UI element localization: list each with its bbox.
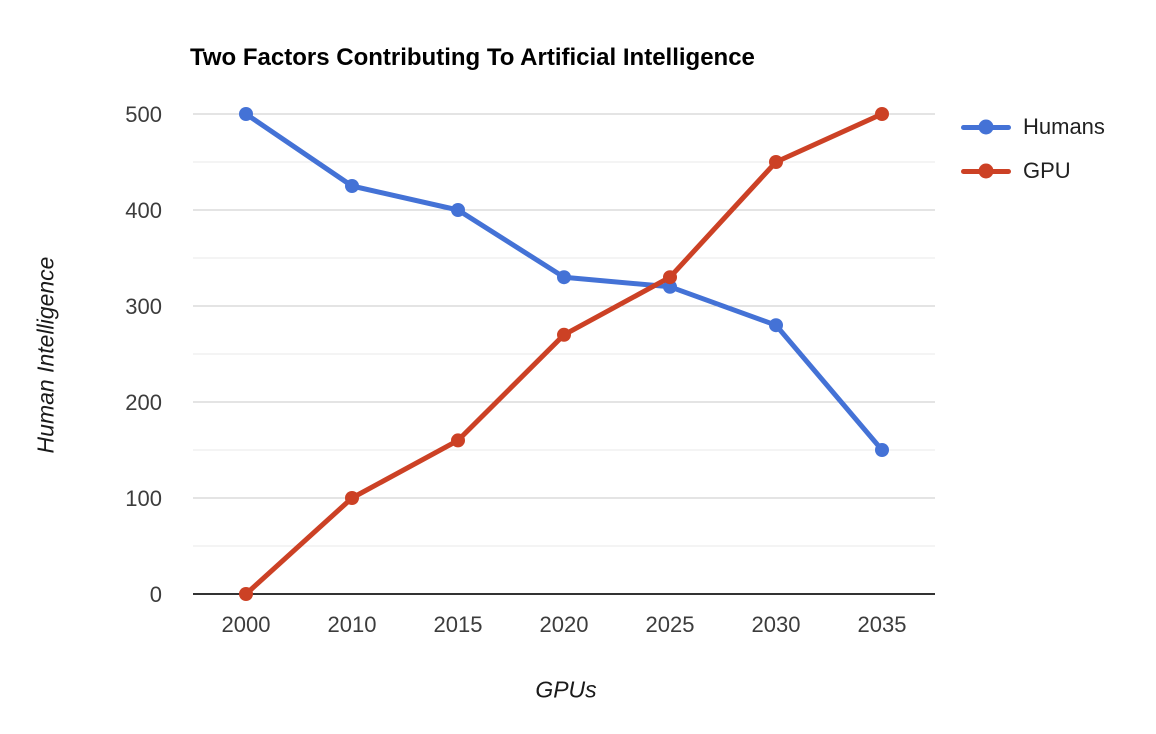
- y-tick-label: 400: [125, 198, 162, 223]
- data-point-humans: [239, 107, 253, 121]
- data-point-gpu: [875, 107, 889, 121]
- x-tick-label: 2015: [434, 612, 483, 637]
- y-tick-label: 200: [125, 390, 162, 415]
- y-tick-label: 500: [125, 102, 162, 127]
- y-tick-label: 0: [150, 582, 162, 607]
- x-tick-label: 2010: [328, 612, 377, 637]
- x-tick-label: 2035: [858, 612, 907, 637]
- x-axis-title: GPUs: [535, 676, 597, 703]
- data-point-gpu: [239, 587, 253, 601]
- legend-item-humans: Humans: [961, 112, 1105, 142]
- x-tick-label: 2025: [646, 612, 695, 637]
- legend-item-gpu: GPU: [961, 156, 1105, 186]
- x-tick-label: 2000: [222, 612, 271, 637]
- data-point-gpu: [769, 155, 783, 169]
- legend-marker-icon: [961, 124, 1011, 130]
- legend-label: Humans: [1023, 114, 1105, 139]
- data-point-humans: [769, 318, 783, 333]
- y-tick-label: 300: [125, 294, 162, 319]
- y-tick-label: 100: [125, 486, 162, 511]
- legend: Humans GPU: [961, 112, 1105, 186]
- data-point-gpu: [663, 270, 677, 285]
- legend-marker-icon: [961, 168, 1011, 174]
- x-tick-label: 2030: [752, 612, 801, 637]
- data-point-humans: [663, 279, 677, 294]
- data-point-gpu: [345, 491, 359, 505]
- data-point-humans: [875, 443, 889, 457]
- legend-label: GPU: [1023, 158, 1071, 183]
- x-tick-label: 2020: [540, 612, 589, 637]
- data-point-humans: [345, 179, 359, 193]
- data-point-gpu: [557, 327, 571, 342]
- data-point-humans: [451, 203, 465, 217]
- chart-title: Two Factors Contributing To Artificial I…: [190, 44, 755, 71]
- data-point-humans: [557, 270, 571, 285]
- data-point-gpu: [451, 433, 465, 448]
